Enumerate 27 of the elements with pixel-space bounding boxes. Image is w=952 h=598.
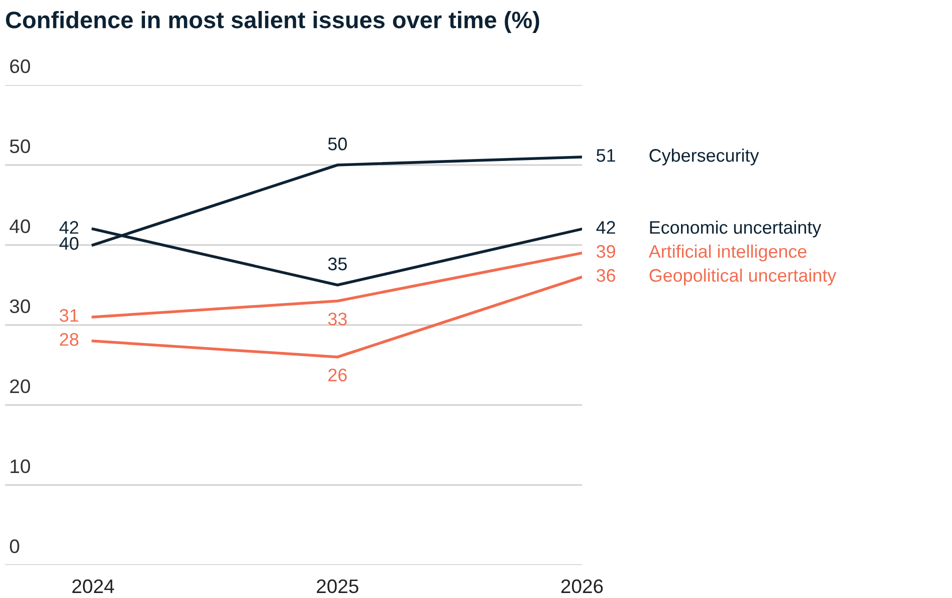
data-label: 33	[328, 312, 347, 326]
x-tick-label: 2024	[72, 579, 114, 594]
chart-title: Confidence in most salient issues over time (%)	[6, 10, 540, 34]
y-tick-label: 50	[10, 139, 30, 154]
data-label: 51	[596, 149, 616, 162]
data-label: 42	[59, 221, 78, 234]
y-tick-label: 60	[10, 59, 30, 74]
data-label: 26	[328, 368, 347, 382]
data-label: 39	[596, 245, 616, 258]
y-tick-label: 40	[10, 219, 30, 234]
y-tick-label: 0	[10, 539, 20, 554]
y-tick-label: 10	[10, 459, 30, 474]
data-label: 31	[60, 309, 78, 322]
data-label: 40	[59, 237, 78, 250]
data-label: 50	[328, 138, 347, 150]
data-label: 42	[596, 221, 616, 234]
x-tick-label: 2026	[561, 579, 603, 594]
text: Geopolitical uncertainty	[650, 268, 836, 286]
y-tick-label: 30	[10, 299, 30, 314]
data-label: 36	[596, 269, 616, 282]
data-label: 28	[60, 333, 78, 346]
text: Cybersecurity	[650, 148, 760, 166]
y-tick-label: 20	[10, 379, 30, 394]
text: Economic uncertainty	[650, 220, 822, 238]
text: Artificial intelligence	[648, 244, 806, 262]
x-tick-label: 2025	[316, 579, 358, 594]
data-label: 35	[328, 258, 347, 270]
